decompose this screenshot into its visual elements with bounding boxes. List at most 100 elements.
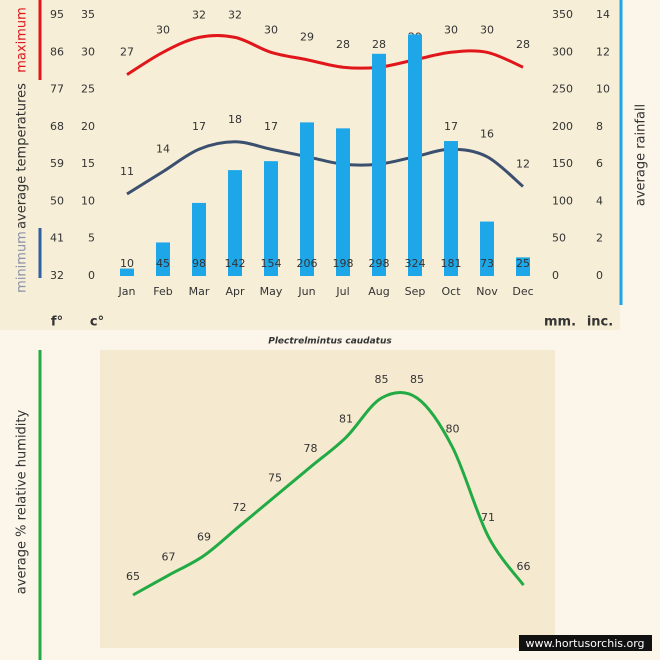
tick-label: 95 <box>50 8 64 21</box>
point-label: 80 <box>446 422 460 435</box>
point-label: 12 <box>516 158 530 171</box>
bar-label: 98 <box>192 257 206 270</box>
tick-label: 15 <box>81 157 95 170</box>
point-label: 18 <box>228 113 242 126</box>
x-tick-label: Sep <box>405 285 426 298</box>
x-tick-label: Mar <box>189 285 210 298</box>
point-label: 29 <box>300 31 314 44</box>
c-unit: c° <box>90 315 104 330</box>
point-label: 85 <box>375 373 389 386</box>
tick-label: 8 <box>596 120 603 133</box>
x-tick-label: Apr <box>225 285 245 298</box>
x-tick-label: Feb <box>153 285 172 298</box>
bar-label: 206 <box>297 257 318 270</box>
x-tick-label: May <box>260 285 283 298</box>
tick-label: 0 <box>596 269 603 282</box>
tick-label: 35 <box>81 8 95 21</box>
bar <box>336 128 350 276</box>
tick-label: 2 <box>596 232 603 245</box>
x-tick-label: Jan <box>118 285 136 298</box>
x-tick-label: Nov <box>476 285 498 298</box>
bar <box>408 34 422 276</box>
point-label: 28 <box>336 38 350 51</box>
bar <box>120 268 134 276</box>
tick-label: 14 <box>596 8 610 21</box>
mm-unit: mm. <box>544 315 576 330</box>
point-label: 75 <box>268 472 282 485</box>
point-label: 28 <box>372 38 386 51</box>
x-tick-label: Jun <box>297 285 315 298</box>
tick-label: 350 <box>552 8 573 21</box>
point-label: 65 <box>126 570 140 583</box>
x-tick-label: Jul <box>335 285 349 298</box>
point-label: 67 <box>162 550 176 563</box>
point-label: 71 <box>481 511 495 524</box>
bar <box>300 122 314 276</box>
point-label: 30 <box>264 23 278 36</box>
point-label: 78 <box>304 442 318 455</box>
bar <box>156 242 170 276</box>
inch-unit: inc. <box>587 315 613 330</box>
point-label: 81 <box>339 412 353 425</box>
point-label: 27 <box>120 46 134 59</box>
x-tick-label: Dec <box>512 285 533 298</box>
tick-label: 10 <box>596 83 610 96</box>
bar <box>228 170 242 276</box>
tick-label: 10 <box>81 194 95 207</box>
bar-label: 154 <box>261 257 282 270</box>
line <box>132 390 525 597</box>
humidity-label: average % relative humidity <box>15 409 30 594</box>
tick-label: 50 <box>552 232 566 245</box>
tick-label: 59 <box>50 157 64 170</box>
line <box>126 34 524 76</box>
point-label: 69 <box>197 531 211 544</box>
max-label: maximum <box>15 7 30 73</box>
tick-label: 86 <box>50 45 64 58</box>
bottom-panel <box>100 350 555 648</box>
tick-label: 250 <box>552 83 573 96</box>
point-label: 85 <box>410 373 424 386</box>
tick-label: 32 <box>50 269 64 282</box>
f-unit: f° <box>51 315 63 330</box>
bar-label: 25 <box>516 257 530 270</box>
tick-label: 77 <box>50 83 64 96</box>
point-label: 14 <box>156 143 170 156</box>
point-label: 66 <box>517 560 531 573</box>
bar <box>192 202 206 276</box>
point-label: 30 <box>480 23 494 36</box>
tick-label: 41 <box>50 232 64 245</box>
point-label: 28 <box>516 38 530 51</box>
tick-label: 25 <box>81 83 95 96</box>
point-label: 72 <box>233 501 247 514</box>
chart-title: Plectrelmintus caudatus <box>268 337 392 347</box>
tick-label: 5 <box>88 232 95 245</box>
bar-label: 45 <box>156 257 170 270</box>
point-label: 32 <box>192 8 206 21</box>
tick-label: 100 <box>552 194 573 207</box>
bar-label: 142 <box>225 257 246 270</box>
tick-label: 0 <box>88 269 95 282</box>
point-label: 30 <box>156 23 170 36</box>
tick-label: 4 <box>596 194 603 207</box>
bar <box>264 161 278 276</box>
bar-label: 73 <box>480 257 494 270</box>
point-label: 17 <box>192 120 206 133</box>
tick-label: 30 <box>81 45 95 58</box>
temp-label: average temperatures <box>15 83 30 229</box>
x-tick-label: Oct <box>441 285 461 298</box>
point-label: 17 <box>264 120 278 133</box>
point-label: 30 <box>444 23 458 36</box>
tick-label: 0 <box>552 269 559 282</box>
tick-label: 50 <box>50 194 64 207</box>
tick-label: 150 <box>552 157 573 170</box>
watermark: www.hortusorchis.org <box>525 637 644 650</box>
tick-label: 12 <box>596 45 610 58</box>
bar <box>516 257 530 276</box>
x-tick-label: Aug <box>368 285 389 298</box>
bar-label: 298 <box>369 257 390 270</box>
point-label: 32 <box>228 8 242 21</box>
tick-label: 300 <box>552 45 573 58</box>
bar-label: 181 <box>441 257 462 270</box>
tick-label: 6 <box>596 157 603 170</box>
point-label: 17 <box>444 120 458 133</box>
